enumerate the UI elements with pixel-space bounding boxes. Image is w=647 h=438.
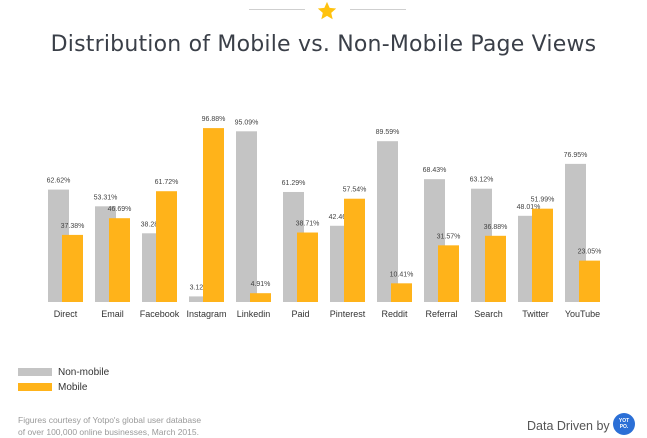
- x-tick-label-direct: Direct: [54, 309, 78, 319]
- logo-text-2: PO.: [619, 424, 629, 430]
- bar-mobile-referral: [438, 245, 459, 302]
- logo-text-1: YOT: [618, 418, 630, 424]
- footnote-line-1: Figures courtesy of Yotpo's global user …: [18, 415, 202, 425]
- data-label-mobile-email: 46.69%: [108, 206, 132, 213]
- data-label-mobile-referral: 31.57%: [437, 233, 461, 240]
- data-label-non-mobile-twitter: 48.01%: [517, 204, 541, 211]
- brand-text: Data Driven by: [527, 419, 610, 433]
- footnote-line-2: of over 100,000 online businesses, March…: [18, 427, 199, 437]
- bar-mobile-facebook: [156, 191, 177, 302]
- bar-mobile-linkedin: [250, 293, 271, 302]
- data-label-non-mobile-facebook: 38.28%: [141, 221, 165, 228]
- bar-non-mobile-instagram: [189, 296, 210, 302]
- legend-label-non-mobile: Non-mobile: [58, 366, 110, 378]
- data-label-mobile-youtube: 23.05%: [578, 249, 602, 256]
- data-label-non-mobile-youtube: 76.95%: [564, 152, 588, 159]
- bar-mobile-instagram: [203, 128, 224, 302]
- x-tick-label-twitter: Twitter: [522, 309, 549, 319]
- data-label-non-mobile-pinterest: 42.46%: [329, 214, 353, 221]
- legend-item-mobile: Mobile: [18, 380, 87, 394]
- data-label-non-mobile-referral: 68.43%: [423, 167, 447, 174]
- x-tick-label-instagram: Instagram: [186, 309, 226, 319]
- x-tick-label-reddit: Reddit: [381, 309, 408, 319]
- yotpo-logo: YOT PO.: [613, 413, 635, 435]
- bar-mobile-pinterest: [344, 198, 365, 302]
- data-label-mobile-paid: 38.71%: [296, 221, 320, 228]
- header-divider-left: [249, 9, 305, 10]
- data-label-non-mobile-instagram: 3.12%: [190, 284, 210, 291]
- data-label-non-mobile-paid: 61.29%: [282, 180, 306, 187]
- bar-mobile-youtube: [579, 260, 600, 302]
- data-label-mobile-pinterest: 57.54%: [343, 187, 367, 194]
- x-tick-label-linkedin: Linkedin: [237, 309, 271, 319]
- legend-item-non-mobile: Non-mobile: [18, 365, 109, 379]
- legend-swatch-non-mobile: [18, 368, 52, 376]
- data-label-mobile-facebook: 61.72%: [155, 179, 179, 186]
- x-tick-label-facebook: Facebook: [140, 309, 180, 319]
- data-label-non-mobile-direct: 62.62%: [47, 178, 71, 185]
- bar-mobile-direct: [62, 234, 83, 302]
- bar-mobile-email: [109, 218, 130, 302]
- bar-non-mobile-linkedin: [236, 131, 257, 302]
- data-label-non-mobile-reddit: 89.59%: [376, 129, 400, 136]
- data-label-mobile-twitter: 51.99%: [531, 197, 555, 204]
- data-label-non-mobile-search: 63.12%: [470, 177, 494, 184]
- x-tick-label-pinterest: Pinterest: [330, 309, 366, 319]
- legend-label-mobile: Mobile: [58, 381, 88, 393]
- data-label-mobile-search: 36.88%: [484, 224, 508, 231]
- chart-title: Distribution of Mobile vs. Non-Mobile Pa…: [50, 32, 597, 57]
- bar-non-mobile-reddit: [377, 141, 398, 302]
- x-tick-label-search: Search: [474, 309, 503, 319]
- x-tick-label-youtube: YouTube: [565, 309, 600, 319]
- data-label-mobile-reddit: 10.41%: [390, 271, 414, 278]
- legend-swatch-mobile: [18, 383, 52, 391]
- data-label-mobile-direct: 37.38%: [61, 223, 85, 230]
- data-label-mobile-instagram: 96.88%: [202, 116, 226, 123]
- x-tick-label-email: Email: [101, 309, 124, 319]
- data-label-mobile-linkedin: 4.91%: [251, 281, 271, 288]
- bar-mobile-twitter: [532, 208, 553, 302]
- star-icon: [317, 1, 337, 20]
- bar-mobile-search: [485, 235, 506, 302]
- bar-mobile-paid: [297, 232, 318, 302]
- x-tick-label-paid: Paid: [291, 309, 309, 319]
- data-label-non-mobile-linkedin: 95.09%: [235, 119, 259, 126]
- header-divider-right: [350, 9, 406, 10]
- data-label-non-mobile-email: 53.31%: [94, 194, 118, 201]
- bar-mobile-reddit: [391, 283, 412, 302]
- x-tick-label-referral: Referral: [425, 309, 457, 319]
- source-footnote: Figures courtesy of Yotpo's global user …: [18, 414, 258, 438]
